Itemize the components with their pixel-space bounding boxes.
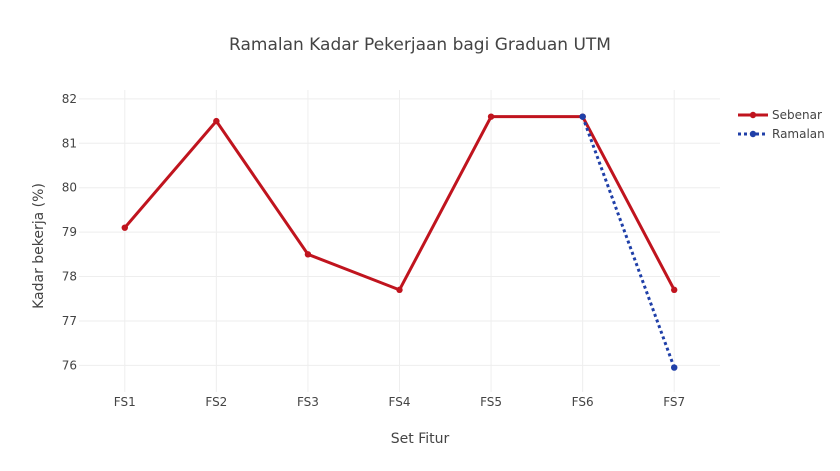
chart-title: Ramalan Kadar Pekerjaan bagi Graduan UTM bbox=[229, 35, 611, 55]
y-axis-title: Kadar bekerja (%) bbox=[31, 183, 47, 309]
point-sebenar-fs1 bbox=[121, 224, 128, 231]
x-tick-label-fs4: FS4 bbox=[389, 395, 411, 409]
point-ramalan-fs7 bbox=[671, 364, 678, 371]
legend-item-ramalan[interactable]: Ramalan bbox=[738, 127, 825, 141]
point-sebenar-fs4 bbox=[396, 286, 403, 294]
y-tick-label-81: 81 bbox=[62, 136, 77, 150]
point-sebenar-fs5 bbox=[487, 113, 495, 120]
y-tick-label-77: 77 bbox=[62, 314, 77, 328]
x-axis-title: Set Fitur bbox=[391, 431, 450, 447]
point-sebenar-fs2 bbox=[213, 117, 220, 125]
x-axis-ticks: FS1 FS2 FS3 FS4 FS5 FS6 FS7 bbox=[114, 395, 685, 409]
legend-label-sebenar: Sebenar bbox=[772, 108, 822, 122]
y-tick-label-79: 79 bbox=[62, 225, 77, 239]
y-tick-label-78: 78 bbox=[62, 270, 77, 284]
point-ramalan-fs6 bbox=[579, 113, 586, 120]
y-tick-label-76: 76 bbox=[62, 358, 77, 372]
y-tick-label-80: 80 bbox=[62, 181, 77, 195]
legend-item-sebenar[interactable]: Sebenar bbox=[738, 108, 822, 122]
series-group bbox=[121, 113, 678, 371]
x-tick-label-fs2: FS2 bbox=[205, 395, 227, 409]
x-tick-label-fs1: FS1 bbox=[114, 395, 136, 409]
x-tick-label-fs7: FS7 bbox=[663, 395, 685, 409]
series-line-ramalan bbox=[581, 116, 676, 369]
x-tick-label-fs3: FS3 bbox=[297, 395, 319, 409]
point-sebenar-fs3 bbox=[304, 251, 312, 258]
legend-swatch-marker-ramalan bbox=[749, 130, 757, 138]
x-tick-label-fs6: FS6 bbox=[572, 395, 594, 409]
grid bbox=[79, 90, 720, 392]
legend[interactable]: Sebenar Ramalan bbox=[738, 108, 825, 141]
y-tick-label-82: 82 bbox=[62, 92, 77, 106]
y-axis-ticks: 76 77 78 79 80 81 82 bbox=[62, 92, 77, 372]
legend-swatch-marker-sebenar bbox=[749, 111, 757, 119]
point-sebenar-fs7 bbox=[671, 286, 678, 294]
legend-label-ramalan: Ramalan bbox=[772, 127, 825, 141]
x-tick-label-fs5: FS5 bbox=[480, 395, 502, 409]
